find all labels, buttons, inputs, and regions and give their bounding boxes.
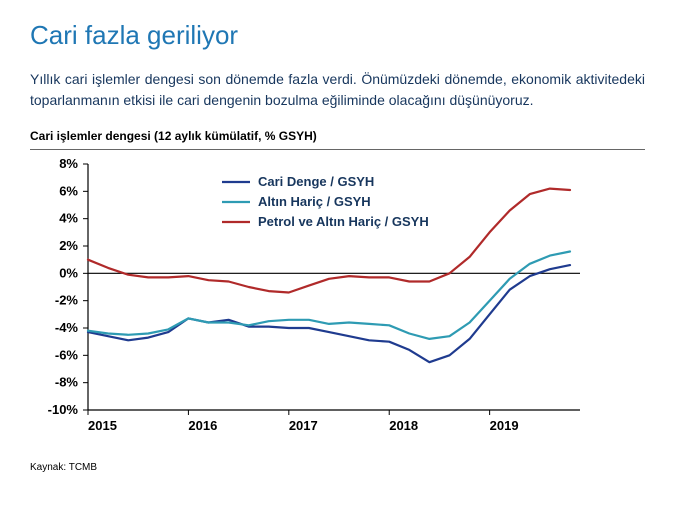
- legend-label: Petrol ve Altın Hariç / GSYH: [258, 214, 429, 229]
- x-tick-label: 2016: [188, 418, 217, 433]
- y-tick-label: -6%: [55, 347, 79, 362]
- chart-title: Cari işlemler dengesi (12 aylık kümülati…: [30, 129, 645, 143]
- page-title: Cari fazla geriliyor: [30, 20, 645, 51]
- legend-label: Cari Denge / GSYH: [258, 174, 374, 189]
- chart-container: -10% -8% -6% -4% -2% 0% 2% 4% 6% 8% 2015 2016 2017 20…: [30, 154, 645, 444]
- y-tick-label: -4%: [55, 320, 79, 335]
- y-tick-label: -10%: [48, 402, 79, 417]
- y-tick-label: 6%: [59, 183, 78, 198]
- y-tick-label: 2%: [59, 238, 78, 253]
- y-tick-label: -8%: [55, 375, 79, 390]
- chart-divider: [30, 149, 645, 150]
- y-tick-label: -2%: [55, 293, 79, 308]
- y-tick-label: 8%: [59, 156, 78, 171]
- y-tick-label: 0%: [59, 265, 78, 280]
- body-text: Yıllık cari işlemler dengesi son dönemde…: [30, 69, 645, 111]
- legend-label: Altın Hariç / GSYH: [258, 194, 371, 209]
- y-tick-label: 4%: [59, 211, 78, 226]
- line-chart: -10% -8% -6% -4% -2% 0% 2% 4% 6% 8% 2015 2016 2017 20…: [30, 154, 590, 444]
- x-tick-label: 2017: [289, 418, 318, 433]
- x-tick-label: 2018: [389, 418, 418, 433]
- x-tick-label: 2015: [88, 418, 117, 433]
- source-text: Kaynak: TCMB: [30, 462, 645, 473]
- x-tick-label: 2019: [490, 418, 519, 433]
- series-line: [88, 252, 570, 339]
